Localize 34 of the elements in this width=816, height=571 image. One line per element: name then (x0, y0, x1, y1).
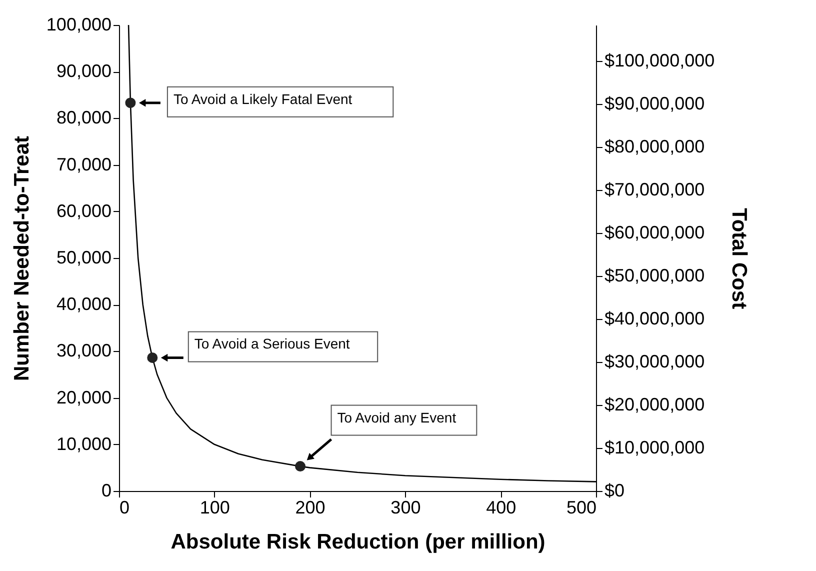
y2-tick-label: $40,000,000 (604, 308, 705, 329)
y2-tick-label: $50,000,000 (604, 266, 705, 286)
y2-tick-label: $60,000,000 (604, 222, 705, 243)
y-tick-label: 90,000 (56, 61, 112, 82)
y-tick-label: 60,000 (56, 200, 112, 221)
y-tick-label: 100,000 (46, 14, 112, 34)
y-axis-title: Number Needed-to-Treat (10, 136, 34, 382)
y-tick-label: 80,000 (56, 108, 112, 128)
annotation: To Avoid a Serious Event (194, 336, 350, 352)
y2-tick-label: $10,000,000 (604, 438, 705, 458)
x-tick-label: 300 (390, 498, 421, 518)
annotation: To Avoid a Likely Fatal Event (173, 90, 352, 107)
y-tick-label: 70,000 (56, 154, 112, 174)
x-tick-label: 100 (200, 498, 230, 518)
y-tick-label: 50,000 (56, 248, 112, 268)
y2-tick-label: $0 (604, 480, 625, 500)
x-tick-label: 500 (566, 498, 596, 518)
y-tick-label: 0 (101, 480, 112, 500)
y2-tick-label: $70,000,000 (604, 180, 705, 200)
x-tick-label: 0 (120, 498, 130, 518)
y2-tick-label: $30,000,000 (604, 352, 705, 372)
y2-tick-label: $90,000,000 (604, 94, 705, 114)
x-tick-label: 200 (295, 498, 326, 518)
y-tick-label: 40,000 (56, 294, 112, 314)
x-tick-label: 400 (486, 498, 516, 518)
y2-axis-title: Total Cost (728, 208, 751, 310)
y-tick-label: 30,000 (56, 340, 112, 361)
y2-tick-label: $80,000,000 (604, 136, 705, 157)
y2-tick-label: $20,000,000 (604, 394, 705, 415)
x-axis-title: Absolute Risk Reduction (per million) (170, 530, 546, 554)
annotation: To Avoid any Event (337, 409, 456, 426)
y-tick-label: 20,000 (56, 387, 112, 408)
y2-tick-label: $100,000,000 (604, 50, 715, 71)
y-tick-label: 10,000 (56, 434, 112, 454)
